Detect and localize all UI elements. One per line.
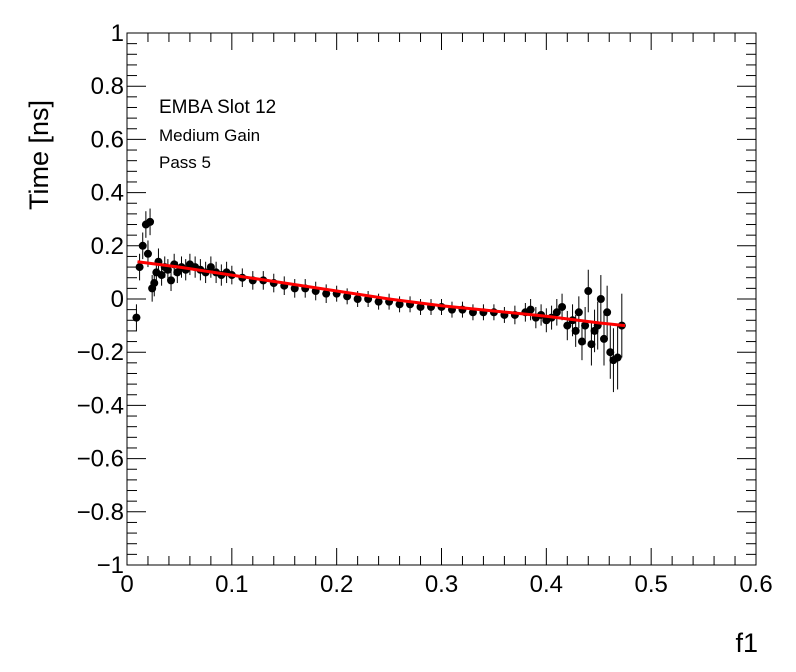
data-points — [132, 217, 626, 365]
data-point — [599, 334, 608, 343]
data-point — [563, 321, 572, 330]
x-tick-label: 0 — [120, 571, 133, 598]
data-point — [395, 300, 404, 309]
y-tick-label: −0.4 — [77, 392, 124, 419]
data-point — [157, 271, 166, 280]
x-tick-label: 0.6 — [739, 571, 772, 598]
x-tick-label: 0.4 — [530, 571, 563, 598]
y-tick-label: 0.8 — [91, 73, 124, 100]
data-point — [146, 217, 155, 226]
x-tick-label: 0.5 — [634, 571, 667, 598]
annotation-gain: Medium Gain — [159, 126, 260, 145]
data-point — [416, 302, 425, 311]
y-tick-label: −0.8 — [77, 499, 124, 526]
y-tick-label: 0 — [111, 286, 124, 313]
data-point — [526, 305, 535, 314]
y-tick-label: 0.4 — [91, 180, 124, 207]
y-tick-label: −1 — [97, 552, 124, 579]
data-point — [581, 321, 590, 330]
x-tick-label: 0.3 — [425, 571, 458, 598]
x-tick-label: 0.1 — [215, 571, 248, 598]
data-point — [135, 263, 144, 272]
data-point — [143, 249, 152, 258]
data-point — [138, 241, 147, 250]
data-point — [577, 337, 586, 346]
data-point — [167, 276, 176, 285]
y-tick-labels: −1 −0.8 −0.6 −0.4 −0.2 0 0.2 0.4 0.6 0.8 1 — [77, 20, 124, 579]
data-point — [587, 340, 596, 349]
data-point — [571, 326, 580, 335]
data-point — [584, 287, 593, 296]
axis-ticks — [126, 32, 757, 566]
fit-curve — [137, 260, 626, 328]
data-point — [322, 289, 331, 298]
data-point — [150, 279, 159, 288]
data-point — [603, 308, 612, 317]
y-axis-title: Time [ns] — [24, 100, 54, 210]
data-point — [552, 308, 561, 317]
data-point — [132, 313, 141, 322]
annotation-slot: EMBA Slot 12 — [159, 97, 276, 118]
data-point — [596, 295, 605, 303]
annotation-pass: Pass 5 — [159, 153, 211, 172]
x-axis-title: f1 — [735, 628, 758, 658]
y-tick-label: 1 — [111, 20, 124, 47]
x-tick-labels: 0 0.1 0.2 0.3 0.4 0.5 0.6 — [120, 571, 772, 598]
y-tick-label: −0.6 — [77, 446, 124, 473]
data-point — [606, 348, 615, 357]
y-tick-label: 0.6 — [91, 126, 124, 153]
data-point — [558, 302, 567, 311]
data-point — [613, 353, 622, 362]
data-point — [206, 263, 215, 272]
y-tick-label: −0.2 — [77, 339, 124, 366]
data-point — [374, 297, 383, 306]
data-point — [353, 295, 362, 303]
y-tick-label: 0.2 — [91, 233, 124, 260]
data-point — [163, 265, 172, 274]
data-point — [574, 308, 583, 317]
x-tick-label: 0.2 — [320, 571, 353, 598]
